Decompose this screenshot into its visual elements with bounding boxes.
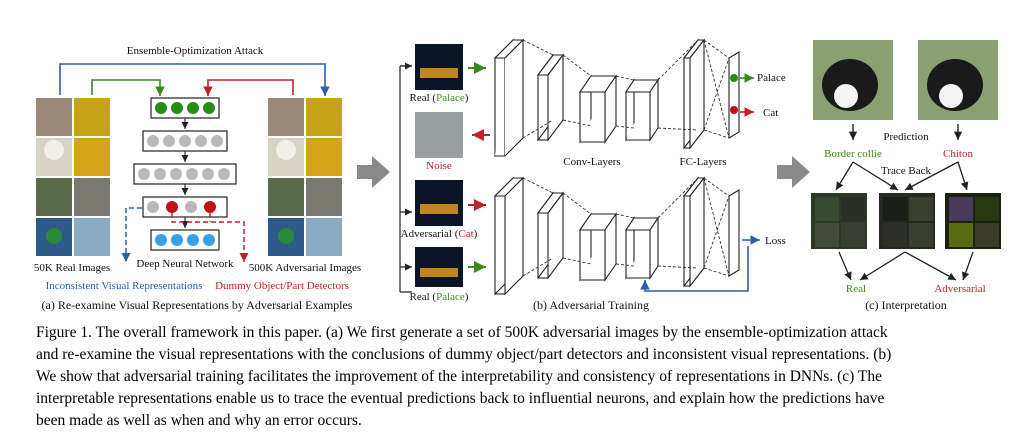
panel-a: Ensemble-Optimization Attack 50K Real Im… bbox=[34, 45, 361, 312]
trace-back-label: Trace Back bbox=[881, 165, 931, 177]
dnn-nodes bbox=[138, 102, 230, 246]
cat-output-node bbox=[730, 106, 738, 114]
real-palace-label-bottom: Real (Palace) bbox=[410, 291, 469, 303]
cnn-top bbox=[493, 38, 740, 158]
input-images bbox=[415, 44, 463, 287]
neuron-visualizations bbox=[811, 193, 1001, 249]
caption-line-3: We show that adversarial training facili… bbox=[36, 368, 882, 385]
caption-line-2: and re-examine the visual representation… bbox=[36, 346, 892, 363]
dog-image-left bbox=[813, 40, 893, 120]
figure-caption: Figure 1. The overall framework in this … bbox=[36, 322, 996, 432]
caption-line-1: Figure 1. The overall framework in this … bbox=[36, 324, 888, 341]
panel-a-subcaption: (a) Re-examine Visual Representations by… bbox=[42, 298, 353, 312]
cnn-bottom-connections bbox=[522, 177, 730, 277]
loss-backprop-arrow bbox=[640, 246, 749, 292]
palace-output-node bbox=[730, 74, 738, 82]
adversarial-cat-label: Adversarial (Cat) bbox=[401, 228, 478, 240]
ensemble-blue-arrow bbox=[59, 63, 330, 96]
caption-line-4: interpretable representations enable us … bbox=[36, 390, 885, 407]
gray-arrow-a-to-b bbox=[357, 156, 390, 188]
gray-arrow-b-to-c bbox=[777, 156, 810, 188]
adversarial-label: Adversarial bbox=[934, 283, 985, 295]
red-arrow-adv bbox=[203, 79, 294, 96]
adversarial-image-grid bbox=[268, 98, 342, 256]
panel-c-subcaption: (c) Interpretation bbox=[865, 298, 947, 312]
dummy-detectors-label: Dummy Object/Part Detectors bbox=[215, 280, 349, 292]
prediction-label: Prediction bbox=[883, 131, 929, 143]
dog-image-right bbox=[918, 40, 998, 120]
out-cat-label: Cat bbox=[763, 107, 778, 119]
real-image-grid bbox=[36, 98, 110, 256]
loss-label: Loss bbox=[765, 235, 786, 247]
fc-layers-label: FC-Layers bbox=[679, 156, 726, 168]
border-collie-label: Border collie bbox=[824, 148, 882, 160]
dnn-label: Deep Neural Network bbox=[136, 258, 234, 270]
out-palace-label: Palace bbox=[757, 72, 786, 84]
panel-b: Real (Palace) Noise Adversarial (Cat) Re… bbox=[399, 38, 786, 312]
real-images-label: 50K Real Images bbox=[34, 262, 110, 274]
inconsistent-label: Inconsistent Visual Representations bbox=[46, 280, 203, 292]
noise-label: Noise bbox=[426, 160, 452, 172]
real-palace-label-top: Real (Palace) bbox=[410, 92, 469, 104]
cnn-top-connections bbox=[522, 39, 730, 139]
cnn-bottom bbox=[493, 176, 740, 296]
caption-line-5: been made as well as when and why an err… bbox=[36, 412, 362, 429]
inconsistent-dashed-arrow bbox=[121, 207, 142, 262]
adv-images-label: 500K Adversarial Images bbox=[249, 262, 361, 274]
ensemble-attack-label: Ensemble-Optimization Attack bbox=[127, 45, 264, 57]
real-label: Real bbox=[846, 283, 866, 295]
chiton-label: Chiton bbox=[943, 148, 973, 160]
dummy-dashed-arrow bbox=[171, 213, 249, 262]
panel-b-subcaption: (b) Adversarial Training bbox=[533, 298, 649, 312]
green-arrow-real bbox=[91, 79, 165, 96]
conv-layers-label: Conv-Layers bbox=[563, 156, 620, 168]
framework-figure: Ensemble-Optimization Attack 50K Real Im… bbox=[34, 38, 1001, 312]
panel-c: Prediction Border collie Chiton Trace Ba… bbox=[811, 40, 1001, 312]
